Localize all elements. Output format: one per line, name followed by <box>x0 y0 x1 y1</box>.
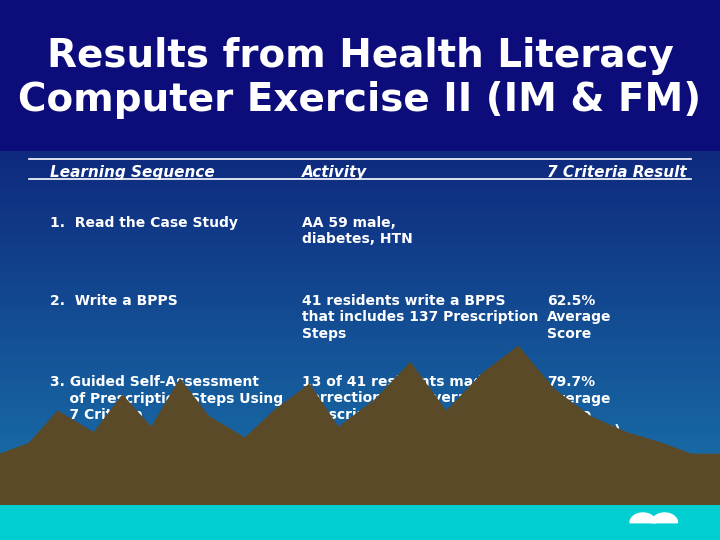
Text: 7 Criteria Result: 7 Criteria Result <box>547 165 687 180</box>
Polygon shape <box>0 346 720 540</box>
Text: Activity: Activity <box>302 165 368 180</box>
Polygon shape <box>630 513 656 523</box>
Text: Results from Health Literacy
Computer Exercise II (IM & FM): Results from Health Literacy Computer Ex… <box>19 37 701 119</box>
Text: 41 residents write a BPPS
that includes 137 Prescription
Steps: 41 residents write a BPPS that includes … <box>302 294 539 341</box>
Text: 3. Guided Self-Assessment
    of Prescription Steps Using
    7 Criteria: 3. Guided Self-Assessment of Prescriptio… <box>50 375 284 422</box>
Text: AA 59 male,
diabetes, HTN: AA 59 male, diabetes, HTN <box>302 216 413 246</box>
Text: 62.5%
Average
Score: 62.5% Average Score <box>547 294 612 341</box>
Text: 2.  Write a BPPS: 2. Write a BPPS <box>50 294 178 308</box>
Polygon shape <box>652 513 678 523</box>
FancyBboxPatch shape <box>0 0 720 151</box>
Text: 79.7%
Average
Score
(P= .003): 79.7% Average Score (P= .003) <box>547 375 621 438</box>
Bar <box>0 505 720 540</box>
Text: Learning Sequence: Learning Sequence <box>50 165 215 180</box>
Text: 13 of 41 residents made
corrections in several
Prescription Steps: 13 of 41 residents made corrections in s… <box>302 375 493 422</box>
Text: 1.  Read the Case Study: 1. Read the Case Study <box>50 216 238 230</box>
